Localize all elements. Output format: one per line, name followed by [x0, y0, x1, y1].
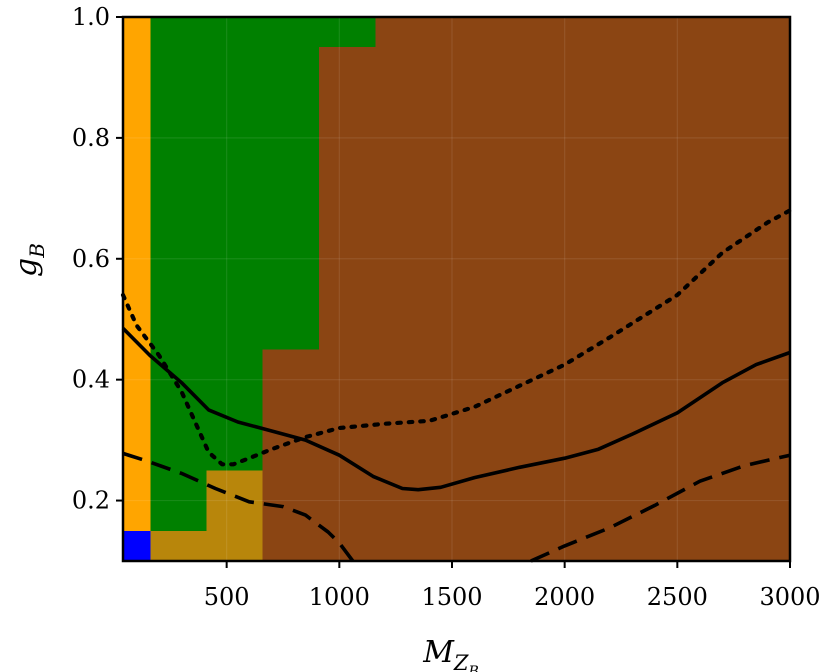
curve-solid-0 — [121, 327, 791, 492]
curve-dotted-1 — [120, 208, 793, 467]
curve-dashed-3 — [530, 453, 791, 563]
y-tick-label: 0.6 — [72, 245, 110, 273]
region-gold-7 — [206, 470, 263, 531]
region-gold-6 — [150, 530, 263, 561]
y-tick-label: 1.0 — [72, 3, 110, 31]
plot-area — [123, 17, 790, 561]
x-tick-label: 3000 — [759, 583, 820, 611]
x-tick-label: 2500 — [647, 583, 708, 611]
region-orange-0 — [123, 17, 151, 561]
y-axis-label: gB — [9, 243, 49, 277]
y-tick-label: 0.2 — [72, 487, 110, 515]
x-tick-label: 1000 — [309, 583, 370, 611]
y-tick-label: 0.4 — [72, 366, 110, 394]
region-green-2 — [150, 17, 376, 48]
region-green-3 — [150, 47, 320, 350]
y-tick-label: 0.8 — [72, 124, 110, 152]
x-tick-label: 2000 — [534, 583, 595, 611]
x-axis-label: MZB — [422, 635, 479, 672]
x-tick-label: 500 — [204, 583, 250, 611]
boundary-curves — [120, 208, 793, 563]
plot-frame — [121, 15, 792, 563]
curve-dashed-2 — [122, 451, 355, 563]
x-tick-label: 1500 — [421, 583, 482, 611]
region-blue-1 — [123, 530, 151, 561]
axis-ticks: 500 1000 1500 2000 2500 3000 0.2 0.4 0.6 0.8 1.0 — [72, 3, 821, 611]
